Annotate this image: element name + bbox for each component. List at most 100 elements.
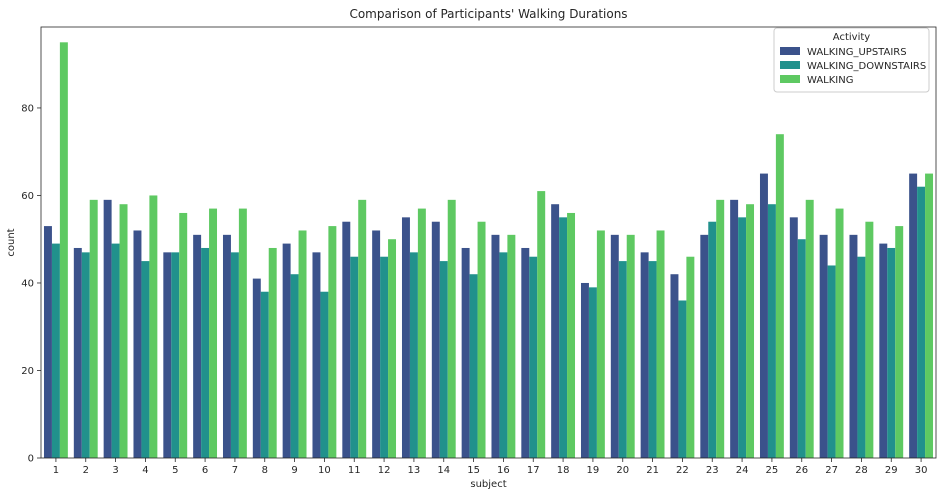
- x-tick-label: 14: [437, 465, 450, 476]
- bar-walking-downstairs-subject-4: [141, 261, 150, 458]
- y-axis-label: count: [6, 228, 17, 256]
- bar-walking-downstairs-subject-27: [827, 265, 836, 458]
- bar-walking-subject-26: [805, 199, 814, 458]
- bar-walking-downstairs-subject-19: [588, 287, 597, 458]
- bar-walking-subject-24: [746, 204, 755, 458]
- bar-walking-subject-15: [477, 221, 486, 458]
- legend-swatch-walking: [780, 75, 800, 83]
- bar-walking-downstairs-subject-7: [230, 252, 239, 458]
- bar-walking-upstairs-subject-21: [640, 252, 649, 458]
- bar-walking-downstairs-subject-9: [290, 274, 299, 458]
- y-axis-ticks: 0 20 40 60 80: [21, 103, 41, 465]
- bars-layer: [43, 42, 934, 459]
- x-tick-label: 5: [172, 465, 178, 476]
- bar-walking-downstairs-subject-21: [648, 261, 657, 458]
- bar-walking-downstairs-subject-15: [469, 274, 478, 458]
- bar-walking-subject-5: [179, 212, 188, 458]
- bar-walking-downstairs-subject-26: [797, 239, 806, 458]
- bar-walking-upstairs-subject-6: [193, 234, 202, 458]
- bar-walking-downstairs-subject-8: [260, 291, 269, 458]
- plot-frame: [40, 26, 937, 459]
- y-tick-label: 60: [21, 191, 34, 202]
- bar-walking-subject-8: [268, 247, 277, 458]
- bar-walking-downstairs-subject-14: [439, 261, 448, 458]
- x-tick-label: 6: [202, 465, 208, 476]
- bar-walking-subject-3: [119, 204, 128, 458]
- bar-walking-downstairs-subject-1: [51, 243, 60, 458]
- x-tick-label: 3: [112, 465, 118, 476]
- bar-walking-upstairs-subject-8: [252, 278, 261, 458]
- bar-walking-upstairs-subject-15: [461, 247, 470, 458]
- bar-walking-upstairs-subject-7: [222, 234, 231, 458]
- x-tick-label: 26: [795, 465, 808, 476]
- x-tick-label: 30: [915, 465, 928, 476]
- x-tick-label: 28: [855, 465, 868, 476]
- bar-walking-subject-27: [835, 208, 844, 458]
- x-tick-label: 29: [885, 465, 898, 476]
- bar-walking-downstairs-subject-16: [499, 252, 508, 458]
- bar-walking-upstairs-subject-12: [372, 230, 381, 458]
- x-tick-label: 23: [706, 465, 719, 476]
- bar-walking-upstairs-subject-14: [431, 221, 440, 458]
- bar-walking-upstairs-subject-3: [103, 199, 112, 458]
- x-tick-label: 21: [646, 465, 659, 476]
- bar-walking-upstairs-subject-11: [342, 221, 351, 458]
- bar-walking-downstairs-subject-25: [767, 204, 776, 458]
- y-tick-label: 0: [28, 454, 34, 465]
- plot-area-border: [40, 26, 937, 459]
- bar-walking-subject-14: [447, 199, 456, 458]
- bar-walking-upstairs-subject-26: [789, 217, 798, 458]
- bar-walking-subject-1: [59, 42, 68, 459]
- bar-walking-subject-21: [656, 230, 665, 458]
- bar-walking-subject-12: [388, 239, 397, 458]
- legend-box: [773, 27, 930, 93]
- x-tick-label: 17: [527, 465, 540, 476]
- bar-walking-upstairs-subject-10: [312, 252, 321, 458]
- bar-walking-subject-20: [626, 234, 635, 458]
- bar-walking-upstairs-subject-28: [849, 234, 858, 458]
- bar-walking-downstairs-subject-5: [171, 252, 180, 458]
- bar-walking-downstairs-subject-10: [320, 291, 329, 458]
- x-tick-label: 12: [378, 465, 391, 476]
- bar-walking-subject-25: [775, 134, 784, 458]
- bar-walking-upstairs-subject-22: [670, 274, 679, 458]
- bar-walking-subject-4: [149, 195, 158, 458]
- bar-walking-upstairs-subject-4: [133, 230, 142, 458]
- bar-walking-subject-7: [238, 208, 247, 458]
- bar-walking-upstairs-subject-1: [43, 226, 52, 458]
- y-tick-label: 40: [21, 278, 34, 289]
- bar-walking-subject-9: [298, 230, 307, 458]
- bar-walking-upstairs-subject-5: [163, 252, 172, 458]
- chart-title: Comparison of Participants' Walking Dura…: [349, 7, 627, 21]
- bar-walking-subject-30: [925, 173, 934, 458]
- bar-walking-subject-28: [865, 221, 874, 458]
- x-tick-label: 7: [232, 465, 238, 476]
- bar-walking-subject-19: [596, 230, 605, 458]
- x-tick-label: 19: [587, 465, 600, 476]
- x-tick-label: 13: [408, 465, 421, 476]
- x-tick-label: 9: [291, 465, 297, 476]
- bar-walking-upstairs-subject-13: [401, 217, 410, 458]
- bar-walking-upstairs-subject-2: [73, 247, 82, 458]
- bar-walking-upstairs-subject-30: [909, 173, 918, 458]
- bar-walking-upstairs-subject-16: [491, 234, 500, 458]
- x-tick-label: 10: [318, 465, 331, 476]
- bar-walking-downstairs-subject-24: [738, 217, 747, 458]
- bar-walking-subject-23: [716, 199, 725, 458]
- bar-walking-subject-6: [209, 208, 218, 458]
- legend-title: Activity: [833, 32, 870, 43]
- bar-walking-upstairs-subject-18: [551, 204, 560, 458]
- legend: Activity WALKING_UPSTAIRS WALKING_DOWNSTA…: [773, 27, 930, 93]
- bar-walking-subject-17: [537, 191, 546, 458]
- bar-walking-upstairs-subject-27: [819, 234, 828, 458]
- x-tick-label: 8: [262, 465, 268, 476]
- bar-walking-subject-13: [417, 208, 426, 458]
- bar-walking-upstairs-subject-23: [700, 234, 709, 458]
- bar-walking-subject-2: [89, 199, 98, 458]
- x-tick-label: 11: [348, 465, 361, 476]
- bar-walking-upstairs-subject-29: [879, 243, 888, 458]
- x-tick-label: 2: [83, 465, 89, 476]
- bar-walking-subject-29: [895, 226, 904, 458]
